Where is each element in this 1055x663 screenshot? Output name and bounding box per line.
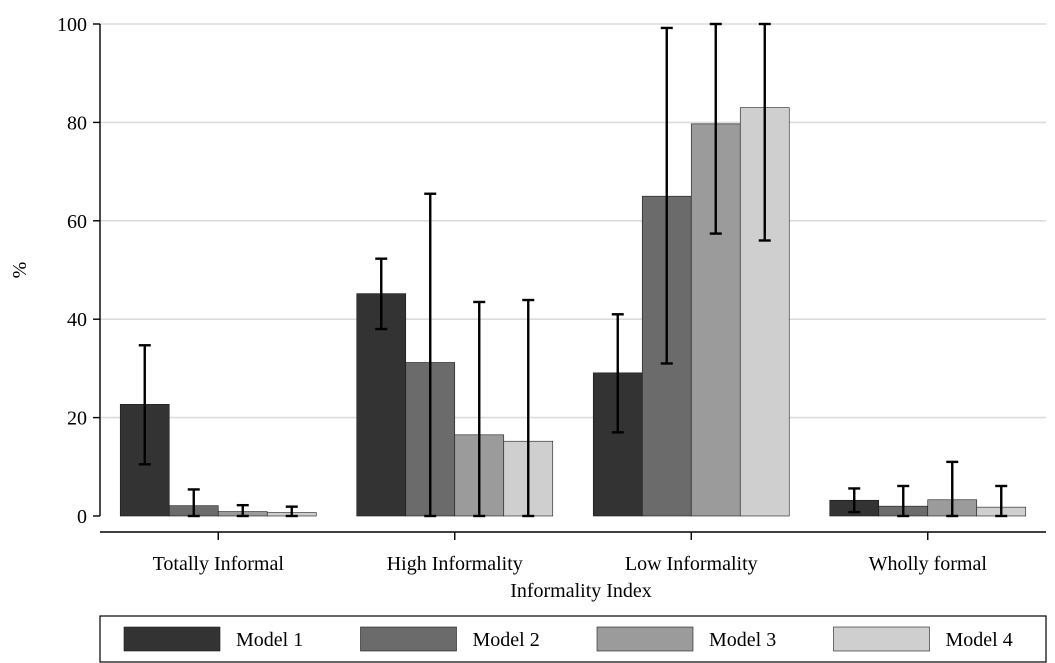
- x-tick-label-3: Low Informality: [625, 553, 758, 575]
- bar-1-2: [356, 293, 407, 517]
- legend: Model 1 Model 2 Model 3 Model 4: [99, 615, 1047, 663]
- y-tick-label-100: 100: [57, 14, 87, 36]
- legend-swatch-3: [596, 626, 694, 652]
- y-tick-label-20: 20: [67, 408, 87, 430]
- y-tick-label-40: 40: [67, 309, 87, 331]
- y-axis-title: %: [9, 262, 31, 279]
- error-bars-group: [138, 22, 1008, 518]
- axes-group: Totally Informal High Informality Low Info…: [57, 14, 1046, 575]
- legend-swatch-2: [360, 626, 457, 652]
- legend-label-1: Model 1: [236, 629, 303, 651]
- legend-label-3: Model 3: [709, 629, 776, 651]
- x-tick-label-2: High Informality: [387, 553, 523, 575]
- x-axis-title: Informality Index: [510, 580, 652, 602]
- legend-swatch-4: [833, 626, 930, 652]
- gridlines: [100, 23, 1046, 419]
- legend-label-2: Model 2: [473, 629, 540, 651]
- x-tick-label-1: Totally Informal: [153, 553, 285, 575]
- bar-1-3: [592, 372, 643, 517]
- x-tick-label-4: Wholly formal: [869, 553, 988, 575]
- legend-swatch-1: [123, 626, 221, 652]
- y-tick-label-60: 60: [67, 211, 87, 233]
- y-tick-label-0: 0: [77, 506, 87, 528]
- legend-label-4: Model 4: [946, 629, 1013, 651]
- y-tick-label-80: 80: [67, 112, 87, 134]
